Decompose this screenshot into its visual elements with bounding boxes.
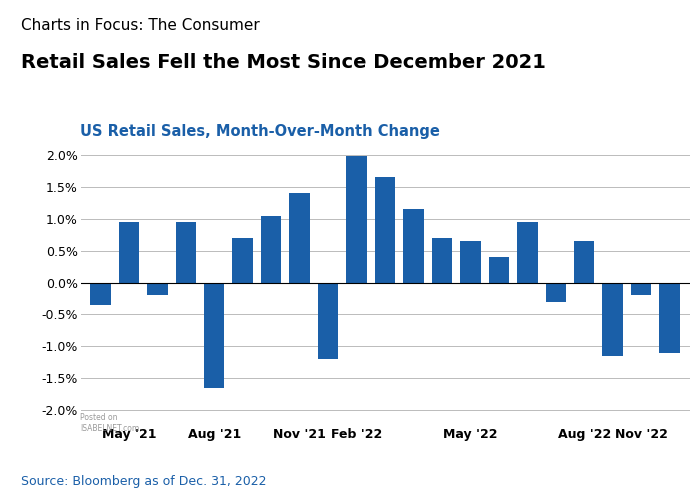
Bar [631, 282, 652, 295]
Bar [118, 222, 139, 282]
Text: Charts in Focus: The Consumer: Charts in Focus: The Consumer [21, 18, 260, 32]
Bar [147, 282, 167, 295]
Bar [346, 156, 367, 282]
Bar [90, 282, 111, 305]
Text: US Retail Sales, Month-Over-Month Change: US Retail Sales, Month-Over-Month Change [80, 124, 440, 138]
Bar [403, 210, 424, 282]
Bar [517, 222, 538, 282]
Bar [204, 282, 225, 388]
Bar [460, 241, 481, 282]
Text: Retail Sales Fell the Most Since December 2021: Retail Sales Fell the Most Since Decembe… [21, 52, 546, 72]
Bar [545, 282, 566, 302]
Bar [489, 257, 509, 282]
Text: Source: Bloomberg as of Dec. 31, 2022: Source: Bloomberg as of Dec. 31, 2022 [21, 474, 267, 488]
Bar [318, 282, 338, 359]
Bar [176, 222, 196, 282]
Bar [603, 282, 623, 356]
Bar [574, 241, 594, 282]
Bar [232, 238, 253, 282]
Bar [261, 216, 281, 282]
Bar [289, 194, 310, 282]
Bar [374, 178, 395, 282]
Bar [659, 282, 680, 352]
Text: Posted on
ISABELNET.com: Posted on ISABELNET.com [80, 412, 140, 432]
Bar [432, 238, 452, 282]
